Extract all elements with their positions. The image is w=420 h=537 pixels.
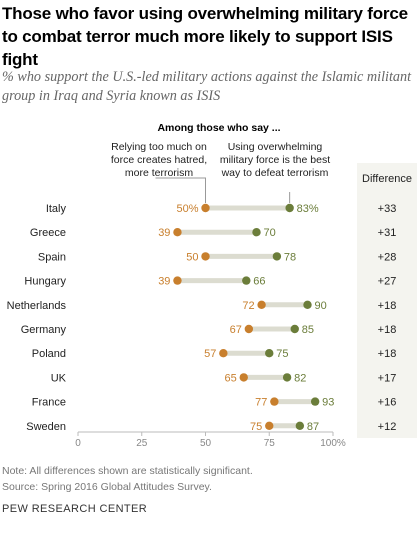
category-label: Poland xyxy=(32,348,66,360)
dot-opposed xyxy=(244,324,254,334)
difference-column-bg xyxy=(357,163,417,438)
chart-subtitle: % who support the U.S.-led military acti… xyxy=(2,69,412,104)
x-tick-label: 0 xyxy=(75,438,81,449)
category-label: Germany xyxy=(21,324,67,336)
category-label: Sweden xyxy=(26,421,66,433)
difference-value: +27 xyxy=(378,276,397,288)
x-tick-label: 75 xyxy=(264,438,276,449)
dot-opposed xyxy=(173,276,182,285)
value-label-favor: 90 xyxy=(315,300,327,312)
category-label: France xyxy=(32,397,66,409)
x-tick-label: 100% xyxy=(320,438,346,449)
dot-favor xyxy=(285,203,294,213)
category-label: UK xyxy=(51,372,67,384)
dot-favor xyxy=(252,228,261,237)
x-tick-label: 25 xyxy=(136,438,148,449)
value-label-opposed: 50 xyxy=(186,251,198,263)
difference-value: +28 xyxy=(378,251,397,263)
value-label-favor: 66 xyxy=(253,276,265,288)
dot-opposed xyxy=(201,203,210,213)
difference-header: Difference xyxy=(362,173,412,185)
dot-opposed xyxy=(265,421,274,430)
dot-favor xyxy=(272,252,282,261)
value-label-favor: 83% xyxy=(297,203,319,215)
note-text: Note: All differences shown are statisti… xyxy=(2,465,253,477)
value-label-favor: 70 xyxy=(264,227,276,239)
footer-text: PEW RESEARCH CENTER xyxy=(2,503,148,515)
value-label-opposed: 77 xyxy=(255,397,267,409)
dot-opposed xyxy=(201,252,210,261)
series-label-opposed: Relying too much on force creates hatred,… xyxy=(111,141,207,179)
value-label-opposed: 39 xyxy=(158,227,170,239)
dot-opposed xyxy=(270,397,279,406)
value-label-favor: 85 xyxy=(302,324,314,336)
series-label-favor: Using overwhelming military force is the … xyxy=(220,141,330,179)
value-label-favor: 82 xyxy=(294,372,306,384)
dot-opposed xyxy=(257,300,266,309)
difference-value: +17 xyxy=(378,372,397,384)
dot-favor xyxy=(295,421,305,430)
difference-value: +18 xyxy=(378,348,397,360)
value-label-opposed: 39 xyxy=(158,276,170,288)
difference-value: +12 xyxy=(378,421,397,433)
dot-favor xyxy=(310,397,320,406)
dot-opposed xyxy=(239,373,248,382)
difference-value: +16 xyxy=(378,397,397,409)
dot-favor xyxy=(242,276,251,285)
category-label: Spain xyxy=(38,251,66,263)
dot-favor xyxy=(282,373,292,382)
value-label-favor: 78 xyxy=(284,251,296,263)
source-text: Source: Spring 2016 Global Attitudes Sur… xyxy=(2,481,212,493)
category-label: Greece xyxy=(30,227,66,239)
difference-value: +31 xyxy=(378,227,397,239)
difference-value: +33 xyxy=(378,203,397,215)
dot-opposed xyxy=(173,228,182,237)
dot-favor xyxy=(265,349,274,358)
value-label-opposed: 72 xyxy=(242,300,254,312)
category-label: Netherlands xyxy=(7,300,67,312)
value-label-opposed: 57 xyxy=(204,348,216,360)
value-label-favor: 87 xyxy=(307,421,319,433)
dot-favor xyxy=(290,324,299,334)
category-label: Italy xyxy=(46,203,67,215)
dot-favor xyxy=(303,300,312,309)
value-label-opposed: 65 xyxy=(225,372,237,384)
difference-value: +18 xyxy=(378,300,397,312)
leader-line-opposed xyxy=(155,177,206,203)
value-label-favor: 75 xyxy=(276,348,288,360)
group-header: Among those who say ... xyxy=(157,122,280,134)
dot-opposed xyxy=(219,349,228,358)
value-label-favor: 93 xyxy=(322,397,334,409)
difference-value: +18 xyxy=(378,324,397,336)
x-tick-label: 50 xyxy=(200,438,212,449)
value-label-opposed: 67 xyxy=(230,324,242,336)
value-label-opposed: 75 xyxy=(250,421,262,433)
value-label-opposed: 50% xyxy=(176,203,198,215)
category-label: Hungary xyxy=(24,276,66,288)
chart-title: Those who favor using overwhelming milit… xyxy=(2,4,408,69)
dot-plot: Among those who say ... Relying too much … xyxy=(7,122,417,449)
